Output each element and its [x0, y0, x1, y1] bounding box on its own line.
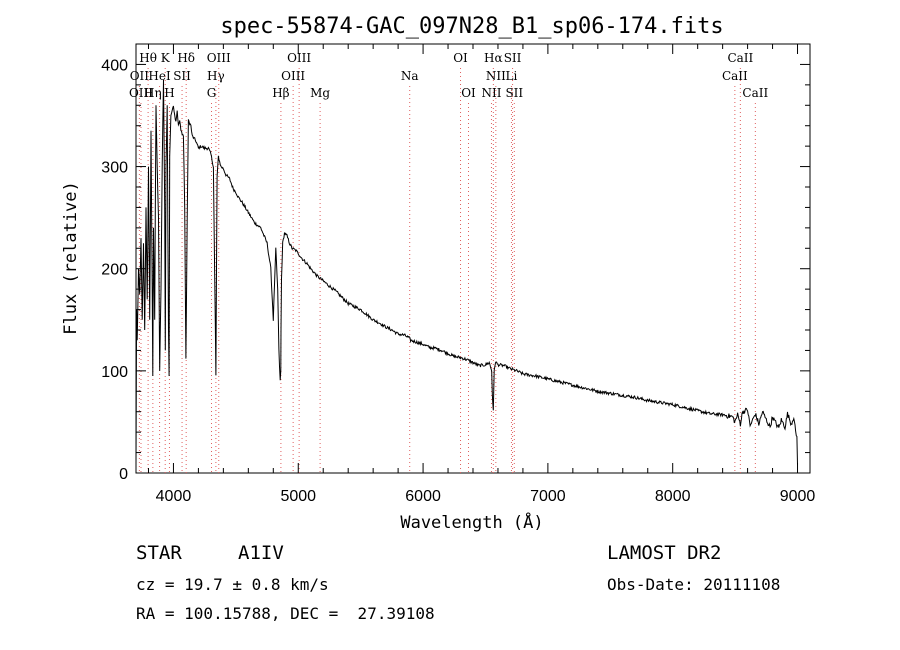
line-marker-label: Mg — [310, 86, 330, 100]
x-tick-label: 6000 — [405, 488, 441, 505]
line-marker-label: SII — [505, 86, 523, 100]
line-marker-label: CaII — [742, 86, 768, 100]
x-tick-label: 9000 — [780, 488, 816, 505]
line-marker-label: K — [161, 51, 171, 65]
line-marker-label: OIII — [287, 51, 311, 65]
line-marker-label: Hα — [484, 51, 503, 65]
line-marker-label: SII — [504, 51, 522, 65]
y-tick-label: 100 — [101, 364, 128, 381]
line-marker-label: OI — [461, 86, 476, 100]
plot-frame — [135, 43, 811, 474]
line-marker-label: NII — [486, 69, 506, 83]
y-axis-label: Flux (relative) — [61, 181, 81, 335]
object-subclass: A1IV — [238, 542, 284, 564]
y-tick-label: 300 — [101, 160, 128, 177]
line-marker-label: OII — [130, 69, 150, 83]
line-marker-label: Li — [506, 69, 518, 83]
line-marker-label: CaII — [727, 51, 753, 65]
line-marker-label: SII — [173, 69, 191, 83]
axis-ticks: 4000 5000 6000 7000 8000 9000 0 100 200 300 400 — [101, 43, 816, 505]
redshift-value: cz = 19.7 ± 0.8 km/s — [136, 575, 329, 594]
coordinates: RA = 100.15788, DEC = 27.39108 — [136, 604, 435, 623]
x-tick-label: 5000 — [280, 488, 316, 505]
y-tick-label: 200 — [101, 262, 128, 279]
line-marker-label: Hδ — [177, 51, 195, 65]
line-marker-label: Hβ — [272, 86, 289, 100]
line-marker-label: OIII — [281, 69, 305, 83]
chart-title: spec-55874-GAC_097N28_B1_sp06-174.fits — [220, 14, 723, 39]
line-marker-label: G — [207, 86, 217, 100]
line-marker-label: H — [164, 86, 174, 100]
line-marker-label: OIII — [207, 51, 231, 65]
survey-name: LAMOST DR2 — [607, 542, 722, 564]
y-tick-label: 0 — [119, 466, 128, 483]
line-marker-label: Hθ — [139, 51, 157, 65]
y-tick-label: 400 — [101, 57, 128, 74]
line-marker-label: Hη — [144, 86, 162, 100]
x-axis-label: Wavelength (Å) — [400, 511, 543, 533]
line-marker-label: Hγ — [207, 69, 225, 83]
line-marker-label: HeI — [148, 69, 171, 83]
obs-date: Obs-Date: 20111108 — [607, 575, 781, 594]
spectrum-line — [135, 79, 798, 465]
line-marker-label: OI — [453, 51, 468, 65]
x-tick-label: 8000 — [655, 488, 691, 505]
line-marker-label: NII — [481, 86, 501, 100]
x-tick-label: 7000 — [530, 488, 566, 505]
line-marker-label: OIII — [129, 86, 153, 100]
line-marker-label: Na — [401, 69, 419, 83]
x-tick-label: 4000 — [156, 488, 192, 505]
line-marker-label: CaII — [722, 69, 748, 83]
object-class: STAR — [136, 542, 182, 564]
